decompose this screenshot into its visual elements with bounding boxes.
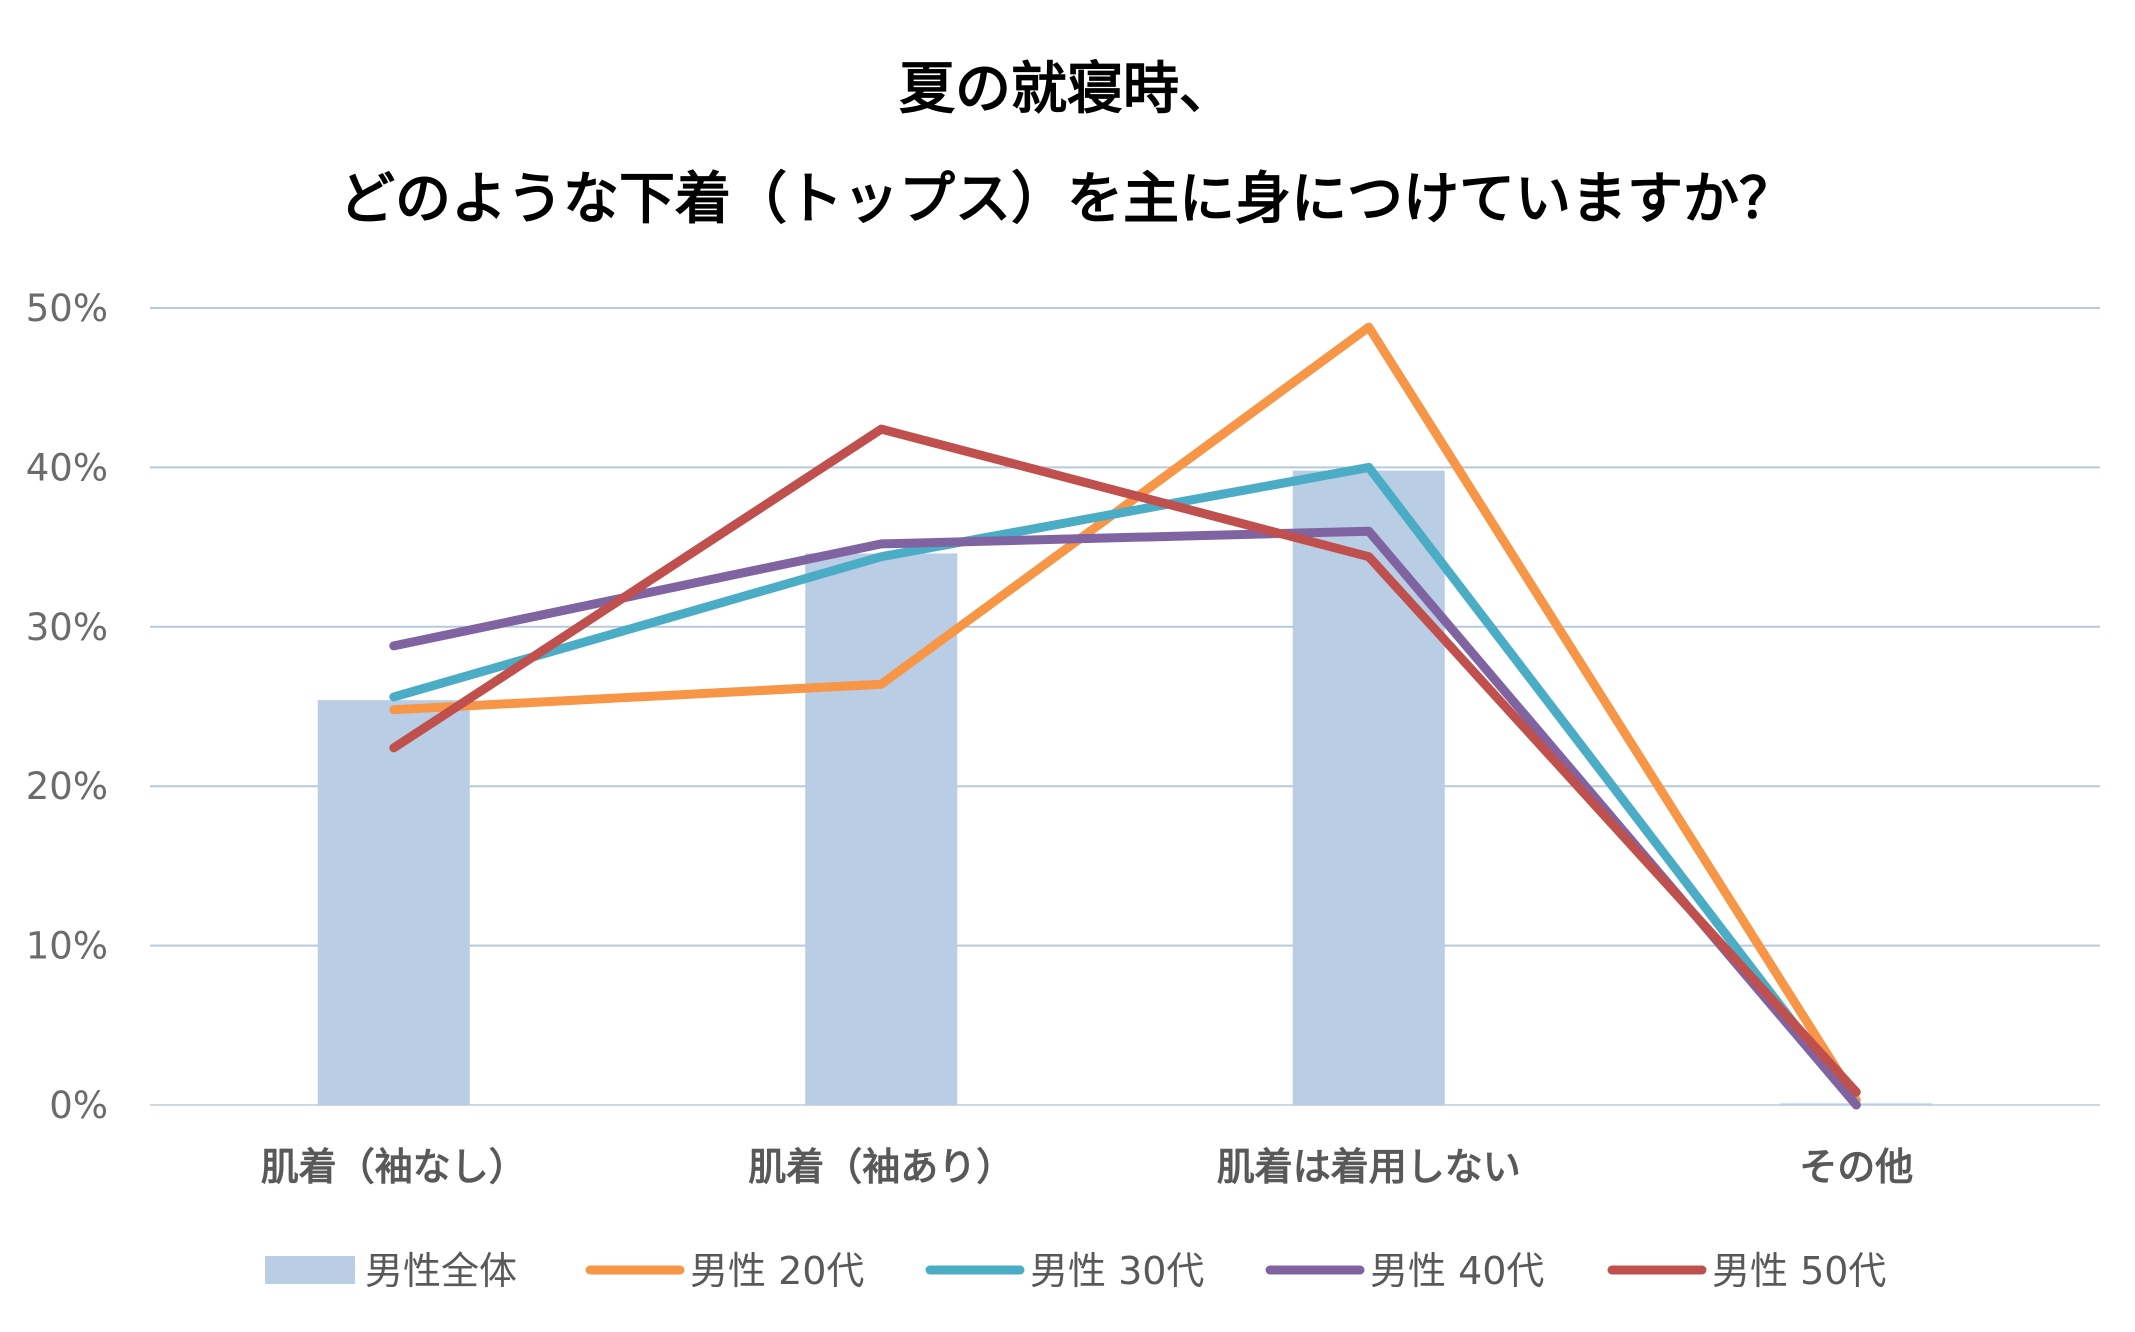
x-tick-label: 肌着（袖なし） <box>261 1145 527 1189</box>
series-line-4 <box>389 424 1861 1097</box>
legend: 男性全体 男性 20代 男性 30代 男性 40代 男性 50代 <box>265 1249 1886 1293</box>
bar-1 <box>317 700 470 1105</box>
chart-title-line-2: どのような下着（トップス）を主に身につけていますか？ <box>339 167 1795 232</box>
y-tick-label: 10% <box>26 925 108 968</box>
x-tick-label: 肌着（袖あり） <box>748 1145 1014 1189</box>
y-tick-label: 30% <box>26 606 108 649</box>
legend-swatch <box>265 1256 355 1284</box>
legend-label: 男性 40代 <box>1370 1249 1544 1293</box>
legend-label: 男性 50代 <box>1712 1249 1886 1293</box>
series-line-2 <box>389 462 1861 1110</box>
bar-3 <box>1292 470 1445 1105</box>
bar-2 <box>805 553 958 1105</box>
x-axis-ticks: 肌着（袖なし） 肌着（袖あり） 肌着は着用しない その他 <box>261 1145 1914 1189</box>
legend-label: 男性 30代 <box>1030 1249 1204 1293</box>
y-tick-label: 50% <box>26 287 108 330</box>
series-line-1 <box>389 322 1861 1105</box>
x-tick-label: 肌着は着用しない <box>1217 1145 1521 1189</box>
legend-label: 男性 20代 <box>690 1249 864 1293</box>
lines <box>389 322 1861 1110</box>
chart-title-line-1: 夏の就寝時、 <box>899 57 1235 122</box>
y-axis-ticks: 0% 10% 20% 30% 40% 50% <box>26 287 108 1127</box>
bars <box>317 470 1933 1105</box>
x-tick-label: その他 <box>1799 1145 1913 1189</box>
y-tick-label: 0% <box>49 1084 108 1127</box>
legend-label: 男性全体 <box>365 1249 517 1293</box>
y-tick-label: 20% <box>26 765 108 808</box>
y-tick-label: 40% <box>26 446 108 489</box>
